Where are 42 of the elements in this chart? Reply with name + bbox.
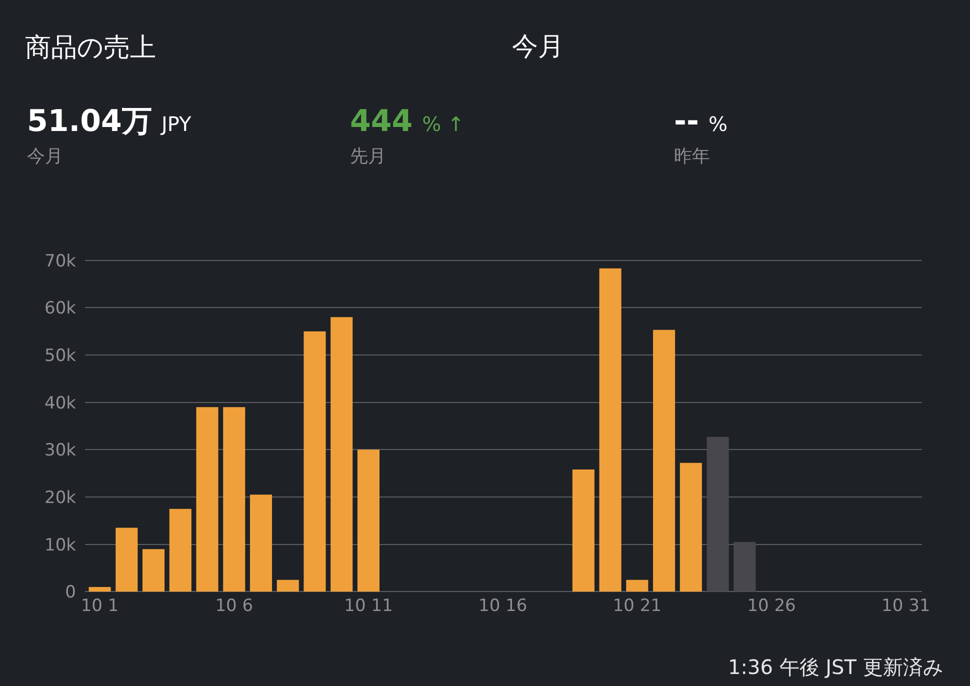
- bar: [734, 542, 756, 592]
- text: -- %: [674, 104, 728, 139]
- text: 先月: [350, 146, 386, 167]
- bar: [330, 317, 353, 592]
- bar: [653, 330, 676, 592]
- bar: [304, 331, 326, 592]
- x-tick-label: 10 6: [215, 596, 254, 616]
- y-tick-label: 60k: [44, 298, 76, 319]
- y-tick-label: 10k: [44, 535, 76, 556]
- y-tick-label: 0: [65, 582, 76, 603]
- bar: [572, 470, 594, 592]
- text: 昨年: [674, 146, 710, 167]
- bar: [88, 586, 111, 592]
- bar: [276, 580, 299, 592]
- x-tick-label: 10 1: [80, 596, 119, 616]
- bar: [169, 508, 192, 592]
- bar: [357, 450, 380, 592]
- bar: [626, 580, 648, 592]
- bar: [706, 436, 729, 592]
- bar: [599, 268, 622, 592]
- bar: [250, 494, 272, 592]
- text: 51.04万 JPY: [27, 104, 192, 139]
- bar: [142, 549, 165, 592]
- bar: [223, 407, 246, 592]
- x-tick-label: 10 31: [882, 596, 930, 616]
- text: 444 % ↑: [350, 104, 464, 139]
- text: 1:36 午後 JST 更新済み: [728, 655, 943, 679]
- text: 今月: [512, 32, 564, 62]
- y-tick-label: 40k: [44, 393, 76, 414]
- x-tick-label: 10 26: [747, 596, 796, 616]
- x-tick-label: 10 21: [612, 596, 662, 616]
- bar: [196, 407, 218, 592]
- y-tick-label: 30k: [44, 440, 76, 461]
- bar: [116, 528, 138, 592]
- y-tick-label: 50k: [44, 346, 76, 366]
- text: 今月: [27, 146, 63, 167]
- chart-title: 商品の売上: [25, 33, 156, 64]
- x-tick-label: 10 11: [344, 596, 393, 616]
- bar: [680, 462, 702, 592]
- y-tick-label: 70k: [44, 251, 76, 272]
- y-tick-label: 20k: [44, 488, 76, 508]
- x-tick-label: 10 16: [478, 596, 528, 616]
